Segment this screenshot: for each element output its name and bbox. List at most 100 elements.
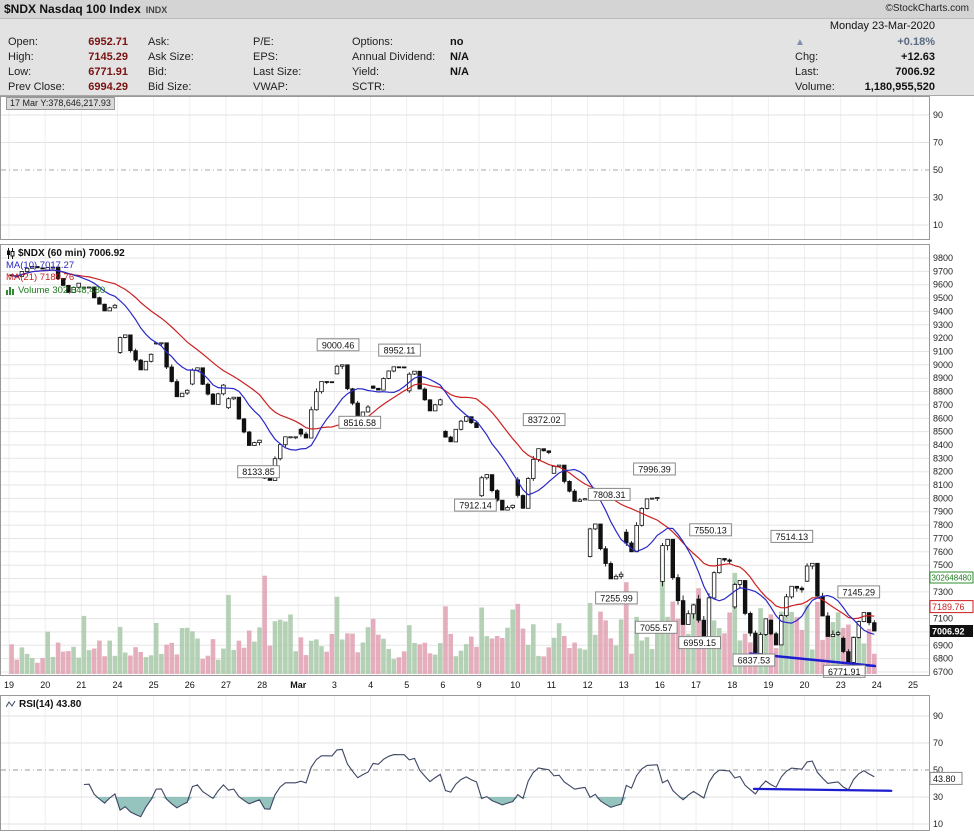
change-block: ▲ +0.18% Chg: +12.63 Last: 7006.92 Volume: 1… <box>795 35 935 95</box>
svg-text:6: 6 <box>440 680 445 690</box>
svg-text:7900: 7900 <box>933 507 953 517</box>
ask-size-label: Ask Size: <box>148 51 194 63</box>
svg-text:7996.39: 7996.39 <box>638 465 671 475</box>
svg-text:70: 70 <box>933 138 943 148</box>
svg-text:12: 12 <box>583 680 593 690</box>
last-label: Last: <box>795 66 819 78</box>
svg-text:7808.31: 7808.31 <box>593 490 626 500</box>
price-axis: 9800 9700 9600 9500 9400 9300 9200 9100 9000 8900… <box>933 253 953 677</box>
vwap-label: VWAP: <box>253 81 289 93</box>
chg-value: +12.63 <box>901 51 935 63</box>
last-price-tag: 7006.92 <box>930 625 973 637</box>
price-annotations: 9000.46 8952.11 8516.58 8133.85 8372.02 7912.… <box>237 338 881 678</box>
svg-text:9600: 9600 <box>933 280 953 290</box>
prev-close-label: Prev Close: <box>8 81 65 93</box>
svg-text:6771.91: 6771.91 <box>828 667 861 677</box>
svg-text:24: 24 <box>112 680 122 690</box>
svg-text:8952.11: 8952.11 <box>384 346 416 356</box>
copyright: ©StockCharts.com <box>885 3 969 14</box>
quote-date: Monday 23-Mar-2020 <box>829 20 935 32</box>
svg-text:9300: 9300 <box>933 320 953 330</box>
svg-text:9: 9 <box>477 680 482 690</box>
svg-text:27: 27 <box>221 680 231 690</box>
svg-text:7255.99: 7255.99 <box>600 593 633 603</box>
svg-text:8200: 8200 <box>933 467 953 477</box>
svg-text:8700: 8700 <box>933 400 953 410</box>
svg-text:90: 90 <box>933 110 943 120</box>
svg-text:10: 10 <box>933 220 943 230</box>
svg-text:50: 50 <box>933 165 943 175</box>
svg-text:9000: 9000 <box>933 360 953 370</box>
pe-label: P/E: <box>253 36 274 48</box>
svg-text:4: 4 <box>368 680 373 690</box>
index-name: Nasdaq 100 Index <box>39 2 141 16</box>
svg-text:10: 10 <box>933 819 943 829</box>
svg-text:7912.14: 7912.14 <box>459 501 492 511</box>
svg-text:7800: 7800 <box>933 520 953 530</box>
svg-text:8500: 8500 <box>933 427 953 437</box>
svg-text:19: 19 <box>763 680 773 690</box>
svg-text:9100: 9100 <box>933 347 953 357</box>
svg-text:50: 50 <box>933 765 943 775</box>
svg-text:90: 90 <box>933 711 943 721</box>
open-label: Open: <box>8 36 38 48</box>
percent-change: +0.18% <box>897 36 935 48</box>
svg-text:8000: 8000 <box>933 493 953 503</box>
high-value: 7145.29 <box>88 51 128 63</box>
svg-text:7189.76: 7189.76 <box>932 602 965 612</box>
exchange: INDX <box>145 5 168 15</box>
up-arrow-icon: ▲ <box>795 37 805 48</box>
rsi-trendline <box>752 787 893 792</box>
svg-text:3: 3 <box>332 680 337 690</box>
svg-text:43.80: 43.80 <box>933 774 956 784</box>
ma10-line <box>11 269 875 635</box>
rsi-value-tag: 43.80 <box>929 771 963 785</box>
svg-text:30: 30 <box>933 792 943 802</box>
last-value: 7006.92 <box>895 66 935 78</box>
svg-text:7300: 7300 <box>933 587 953 597</box>
eps-label: EPS: <box>253 51 279 63</box>
svg-text:9800: 9800 <box>933 253 953 263</box>
svg-text:7055.57: 7055.57 <box>640 623 673 633</box>
svg-text:30: 30 <box>933 193 943 203</box>
svg-text:8400: 8400 <box>933 440 953 450</box>
yield-label: Yield: <box>352 66 380 78</box>
svg-text:16: 16 <box>655 680 665 690</box>
svg-text:19: 19 <box>4 680 14 690</box>
dividend-label: Annual Dividend: <box>352 51 436 63</box>
hover-readout: 17 Mar Y:378,646,217.93 <box>6 97 115 110</box>
low-label: Low: <box>8 66 32 78</box>
svg-text:21: 21 <box>76 680 86 690</box>
svg-text:6800: 6800 <box>933 654 953 664</box>
quote-col-bid-ask: Ask: Ask Size: Bid: Bid Size: <box>148 35 236 95</box>
top-indicator-panel: 90 70 50 30 10 <box>0 96 943 240</box>
volume-axis-tag: 302648480 <box>929 571 974 584</box>
quote-header: $NDX Nasdaq 100 Index INDX ©StockCharts.c… <box>0 0 974 96</box>
bid-size-label: Bid Size: <box>148 81 192 93</box>
svg-text:302648480: 302648480 <box>932 574 973 583</box>
svg-text:6959.15: 6959.15 <box>683 638 716 648</box>
svg-text:8800: 8800 <box>933 387 953 397</box>
svg-text:18: 18 <box>727 680 737 690</box>
ma21-axis-tag: 7189.76 <box>929 600 974 614</box>
svg-text:7145.29: 7145.29 <box>843 587 876 597</box>
svg-text:10: 10 <box>510 680 520 690</box>
svg-text:11: 11 <box>547 680 556 690</box>
svg-text:5: 5 <box>404 680 409 690</box>
quote-col-fundamentals: P/E: EPS: Last Size: VWAP: <box>253 35 347 95</box>
svg-text:7700: 7700 <box>933 534 953 544</box>
svg-text:7100: 7100 <box>933 614 953 624</box>
svg-text:25: 25 <box>908 680 918 690</box>
svg-text:8300: 8300 <box>933 453 953 463</box>
price-chart-panel: 9000.46 8952.11 8516.58 8133.85 8372.02 7912.… <box>0 244 974 690</box>
bid-label: Bid: <box>148 66 167 78</box>
svg-text:20: 20 <box>799 680 809 690</box>
svg-text:7514.13: 7514.13 <box>776 532 809 542</box>
svg-text:8900: 8900 <box>933 373 953 383</box>
volume-label: Volume: <box>795 81 835 93</box>
yield-value: N/A <box>450 66 469 78</box>
svg-text:7006.92: 7006.92 <box>932 627 965 637</box>
svg-text:9700: 9700 <box>933 266 953 276</box>
prev-close-value: 6994.29 <box>88 81 128 93</box>
